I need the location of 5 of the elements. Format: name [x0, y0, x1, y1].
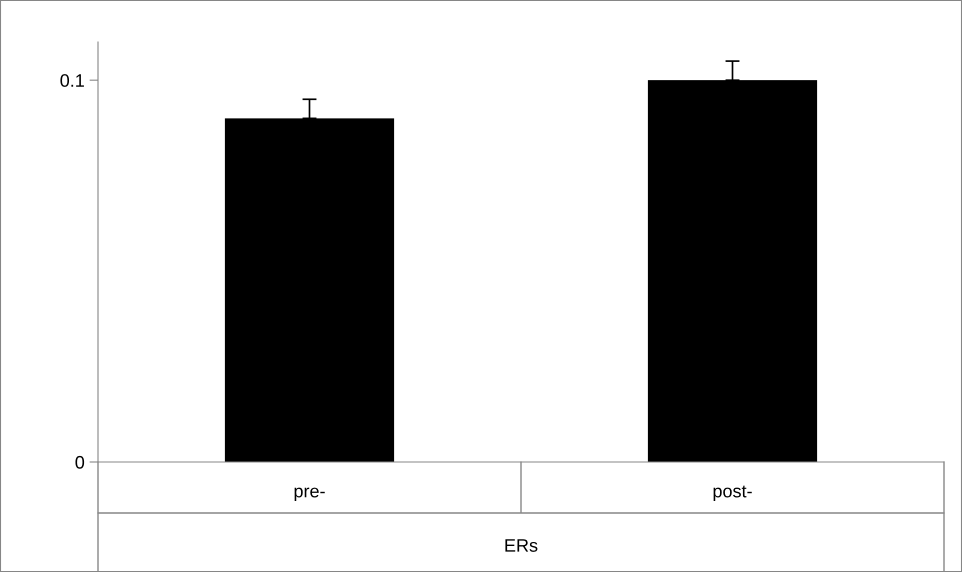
x-tick-label: pre-: [294, 488, 325, 502]
y-tick-label: 0.1: [60, 74, 84, 87]
y-tick-label: 0: [75, 456, 84, 469]
x-tick-label: post-: [714, 486, 752, 502]
x-axis-title: ERs: [505, 539, 538, 552]
